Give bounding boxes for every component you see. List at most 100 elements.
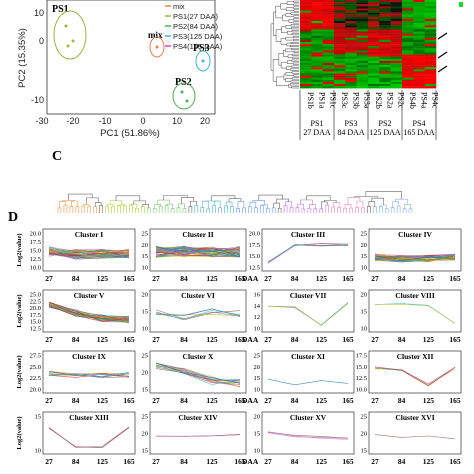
- dendro-branch: [347, 196, 361, 205]
- cluster-title: Cluster XI: [291, 352, 325, 361]
- cluster-plot: Cluster XII 17.5 15.0 12.5 10.0 27 84 125 165: [356, 350, 462, 405]
- heatmap-cell: [322, 50, 335, 53]
- heatmap-cell: [333, 14, 346, 17]
- cluster-title: Cluster XV: [290, 413, 327, 422]
- cluster-frame: [149, 350, 247, 394]
- cluster-title: Cluster I: [75, 230, 103, 239]
- cluster-x-tick: 27: [264, 396, 272, 405]
- heatmap-cell: [413, 18, 425, 22]
- dendro-branch: [277, 208, 282, 213]
- heatmap-cell: [379, 8, 391, 11]
- heatmap-cell: [367, 16, 380, 20]
- heatmap-cell: [311, 27, 323, 30]
- dendro-branch: [248, 206, 252, 213]
- cluster-y-tick: 16: [254, 292, 261, 299]
- heatmap-cell: [311, 69, 323, 72]
- heatmap-cell: [367, 31, 380, 34]
- panel-label-d: D: [8, 210, 18, 225]
- heatmap-cell: [356, 31, 369, 34]
- cluster-x-tick: 165: [234, 457, 246, 466]
- heatmap-cell: [300, 2, 312, 5]
- heatmap-cell: [311, 50, 323, 53]
- dendro-branch: [293, 9, 299, 12]
- cluster-plot: Cluster IX 27.5 25.0 22.5 20.0 27 84 125 165 Log2…: [16, 350, 136, 405]
- cluster-y-tick: 10: [35, 448, 42, 455]
- heatmap-cell: [345, 37, 357, 41]
- dendro-branch: [280, 61, 288, 69]
- heatmap-cell: [379, 65, 391, 68]
- heatmap-cell: [345, 42, 357, 45]
- cluster-y-tick: 10: [361, 265, 368, 272]
- dendro-branch: [271, 207, 276, 213]
- dendro-branch: [152, 208, 157, 213]
- pca-y-ticks: 10 0 -10: [31, 8, 44, 105]
- heatmap-cell: [367, 52, 380, 55]
- heatmap-cell: [401, 81, 414, 85]
- heatmap-cell: [311, 21, 323, 24]
- heatmap-cell: [424, 8, 437, 11]
- heatmap-cell: [311, 31, 323, 34]
- cluster-y-tick: 20: [361, 242, 368, 249]
- sample-label: PS4a: [419, 92, 428, 109]
- cluster-x-tick: 165: [449, 396, 461, 405]
- heatmap-cell: [413, 63, 425, 66]
- cluster-x-tick: 125: [316, 396, 328, 405]
- pca-group-label-ps3: PS3: [193, 43, 210, 54]
- heatmap-cell: [333, 12, 346, 15]
- heatmap-cell: [367, 4, 380, 7]
- heatmap-cell: [379, 60, 391, 64]
- heatmap-cell: [333, 69, 346, 72]
- heatmap-cell: [333, 21, 346, 24]
- heatmap-cell: [390, 39, 403, 43]
- heatmap-cell: [322, 71, 335, 74]
- heatmap-cell: [413, 0, 425, 3]
- heatmap-cell: [345, 10, 357, 13]
- heatmap-cell: [379, 16, 391, 20]
- dendro-branch: [356, 200, 364, 208]
- heatmap-cell: [345, 21, 357, 24]
- heatmap-cell: [345, 65, 357, 68]
- cluster-y-tick: 15: [142, 387, 149, 394]
- cluster-title: Cluster IV: [398, 230, 432, 239]
- dendro-branch: [290, 42, 299, 45]
- heatmap-cell: [300, 12, 312, 15]
- heatmap-cell: [390, 14, 403, 17]
- heatmap-cell: [401, 71, 414, 74]
- cluster-series-line: [155, 309, 241, 320]
- heatmap-cell: [367, 8, 380, 11]
- heatmap-cell: [390, 2, 403, 5]
- heatmap-cell: [356, 79, 369, 83]
- dendro-branch: [365, 191, 402, 200]
- dendro-branch: [71, 200, 78, 207]
- cluster-frame: [368, 411, 462, 455]
- pca-group-label-ps2: PS2: [175, 77, 192, 88]
- cluster-y-tick: 15: [361, 309, 368, 316]
- cluster-x-unit: DAA: [242, 457, 259, 466]
- heatmap-cell: [401, 16, 414, 20]
- heatmap-cell: [311, 52, 323, 55]
- heatmap-cell: [367, 86, 380, 89]
- cluster-series-line: [374, 434, 456, 440]
- heatmap-cell: [413, 75, 425, 78]
- heatmap-cell: [356, 54, 369, 57]
- cluster-y-tick: 20.0: [30, 387, 41, 394]
- cluster-x-tick: 165: [123, 396, 135, 405]
- heatmap-cell: [367, 21, 380, 24]
- heatmap-cell: [311, 58, 323, 62]
- dendro-branch: [287, 54, 293, 59]
- heatmap-cell: [300, 81, 312, 85]
- dendro-branch: [293, 50, 299, 53]
- sample-label: PS1c: [329, 92, 338, 109]
- heatmap-cell: [424, 44, 437, 47]
- heatmap-cell: [333, 27, 346, 30]
- cluster-y-tick: 20: [361, 431, 368, 438]
- heatmap-cell: [390, 37, 403, 41]
- heatmap-cell: [413, 35, 425, 38]
- cluster-y-tick: 20: [142, 370, 149, 377]
- heatmap-cell: [333, 25, 346, 28]
- cluster-y-tick: 17.5: [249, 242, 260, 249]
- cluster-x-tick: 125: [97, 396, 109, 405]
- cluster-series-line: [48, 250, 130, 259]
- heatmap-cell: [401, 14, 414, 17]
- heatmap-cell: [356, 81, 369, 85]
